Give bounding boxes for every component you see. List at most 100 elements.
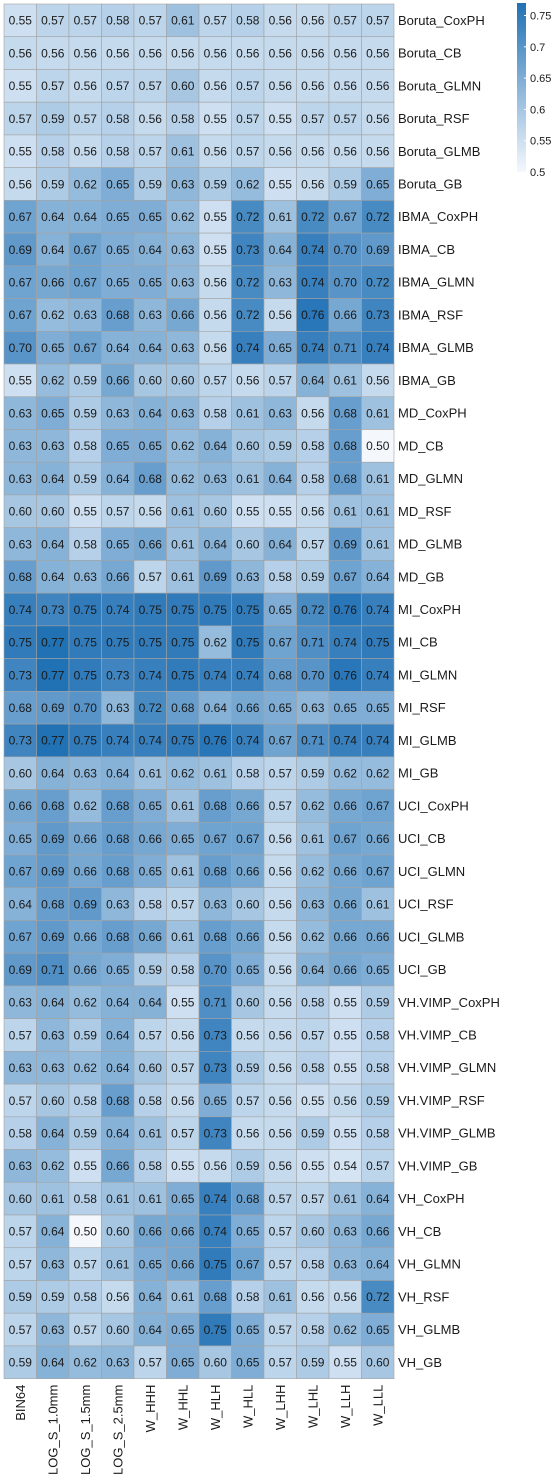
cell-value-label: 0.50 xyxy=(366,439,390,453)
heatmap-cell xyxy=(166,560,200,594)
cell-value-label: 0.66 xyxy=(74,865,98,879)
cell-value-label: 0.67 xyxy=(366,865,390,879)
row-label: VH_CoxPH xyxy=(398,1191,464,1206)
cell-value-label: 0.55 xyxy=(269,505,293,519)
heatmap-cell xyxy=(328,1247,362,1281)
heatmap-cell xyxy=(36,396,70,430)
cell-value-label: 0.64 xyxy=(106,472,130,486)
heatmap-cell xyxy=(3,1214,37,1249)
cell-value-label: 0.73 xyxy=(204,1028,228,1042)
cell-value-label: 0.74 xyxy=(139,668,163,682)
cell-value-label: 0.67 xyxy=(269,636,293,650)
cell-value-label: 0.66 xyxy=(74,963,98,977)
heatmap-cell xyxy=(198,232,232,267)
cell-value-label: 0.75 xyxy=(236,636,260,650)
heatmap-cell xyxy=(36,1083,70,1118)
cell-value-label: 0.61 xyxy=(236,472,260,486)
heatmap-cell xyxy=(231,167,265,201)
cell-value-label: 0.61 xyxy=(236,406,260,420)
row-label: UCI_RSF xyxy=(398,897,454,912)
heatmap-cell xyxy=(296,1018,330,1052)
cell-value-label: 0.61 xyxy=(41,1192,65,1206)
heatmap-cell xyxy=(133,1345,167,1379)
row-label: VH.VIMP_GB xyxy=(398,1158,477,1173)
heatmap-cell xyxy=(198,1214,232,1249)
heatmap-cell xyxy=(198,952,232,987)
cell-value-label: 0.69 xyxy=(334,537,358,551)
row-label: IBMA_RSF xyxy=(398,307,463,322)
heatmap-cell xyxy=(166,1345,200,1379)
cell-value-label: 0.73 xyxy=(9,668,33,682)
heatmap-cell xyxy=(101,920,135,954)
cell-value-label: 0.60 xyxy=(236,537,260,551)
heatmap-cell xyxy=(101,854,135,889)
heatmap-cell xyxy=(328,658,362,692)
cell-value-label: 0.57 xyxy=(269,1192,293,1206)
cell-value-label: 0.75 xyxy=(74,603,98,617)
cell-value-label: 0.57 xyxy=(9,112,33,126)
cell-value-label: 0.57 xyxy=(301,537,325,551)
cell-value-label: 0.71 xyxy=(301,636,325,650)
heatmap-cell xyxy=(68,1312,102,1347)
cell-value-label: 0.56 xyxy=(236,1028,260,1042)
column-label: W_LLH xyxy=(338,1385,353,1428)
heatmap-cell xyxy=(361,200,395,234)
cell-value-label: 0.56 xyxy=(334,46,358,60)
heatmap-cell xyxy=(361,985,395,1019)
heatmap-cell xyxy=(36,854,70,889)
cell-value-label: 0.66 xyxy=(334,930,358,944)
heatmap-cell xyxy=(68,3,102,38)
cell-value-label: 0.58 xyxy=(301,1061,325,1075)
heatmap-cell xyxy=(101,1214,135,1249)
cell-value-label: 0.55 xyxy=(301,1094,325,1108)
cell-value-label: 0.66 xyxy=(106,1159,130,1173)
cell-value-label: 0.60 xyxy=(366,1356,390,1370)
cell-value-label: 0.57 xyxy=(269,1356,293,1370)
cell-value-label: 0.65 xyxy=(139,1257,163,1271)
heatmap-cell xyxy=(231,494,265,528)
cell-value-label: 0.55 xyxy=(334,1126,358,1140)
heatmap-cell xyxy=(101,69,135,103)
cell-value-label: 0.59 xyxy=(301,1126,325,1140)
cell-value-label: 0.65 xyxy=(366,701,390,715)
cell-value-label: 0.57 xyxy=(74,1257,98,1271)
heatmap-cell xyxy=(231,1247,265,1281)
heatmap-cell xyxy=(101,1116,135,1150)
heatmap-cell xyxy=(328,429,362,463)
heatmap-cell xyxy=(361,1247,395,1281)
heatmap-cell xyxy=(296,560,330,594)
column-label: W_HHL xyxy=(176,1385,191,1431)
colorbar-tick-label: 0.6 xyxy=(530,104,545,116)
heatmap-cell xyxy=(36,756,70,790)
cell-value-label: 0.62 xyxy=(171,766,195,780)
cell-value-label: 0.63 xyxy=(139,308,163,322)
cell-value-label: 0.74 xyxy=(236,668,260,682)
column-label: LOG_S_1.5mm xyxy=(78,1385,93,1474)
heatmap-cell xyxy=(231,723,265,758)
row-label: MD_GLMB xyxy=(398,537,462,552)
heatmap-cell xyxy=(328,134,362,168)
cell-value-label: 0.64 xyxy=(204,537,228,551)
column-label: W_HLL xyxy=(241,1385,256,1428)
cell-value-label: 0.65 xyxy=(171,1356,195,1370)
heatmap-cell xyxy=(198,527,232,561)
row-label: Boruta_RSF xyxy=(398,111,470,126)
heatmap-cell xyxy=(198,1345,232,1379)
heatmap-cell xyxy=(263,625,297,659)
cell-value-label: 0.55 xyxy=(9,14,33,28)
cell-value-label: 0.63 xyxy=(41,439,65,453)
heatmap-cell xyxy=(361,363,395,398)
cell-value-label: 0.60 xyxy=(204,505,228,519)
heatmap-cell xyxy=(263,952,297,987)
heatmap-cell xyxy=(361,1149,395,1183)
row-label: IBMA_GLMB xyxy=(398,340,474,355)
cell-value-label: 0.59 xyxy=(74,406,98,420)
heatmap-cell xyxy=(231,36,265,70)
cell-value-label: 0.59 xyxy=(236,1061,260,1075)
cell-value-label: 0.74 xyxy=(301,276,325,290)
heatmap-cell xyxy=(133,461,167,496)
heatmap-cell xyxy=(296,1247,330,1281)
cell-value-label: 0.66 xyxy=(139,930,163,944)
cell-value-label: 0.62 xyxy=(74,799,98,813)
cell-value-label: 0.57 xyxy=(269,799,293,813)
